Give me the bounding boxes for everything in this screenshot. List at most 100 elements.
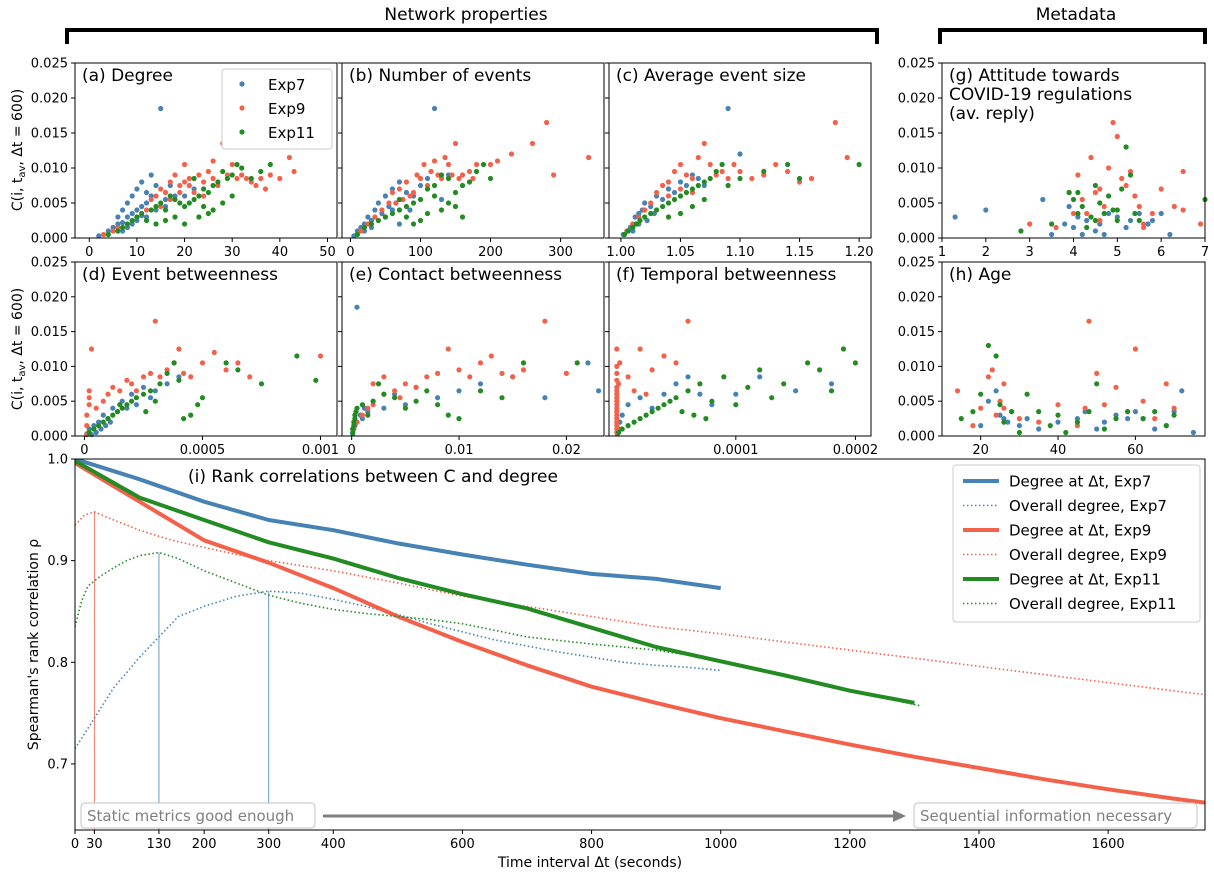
panel-frame — [74, 458, 1206, 831]
point — [701, 196, 707, 203]
point — [1075, 210, 1081, 217]
point — [1152, 426, 1158, 432]
point — [1024, 416, 1030, 422]
x-tick-label: 1.10 — [726, 245, 755, 260]
series-Exp11 — [1018, 144, 1208, 234]
point — [286, 154, 292, 161]
point — [625, 423, 631, 429]
point — [1001, 381, 1007, 387]
arrow-head — [893, 810, 906, 822]
point — [386, 200, 392, 206]
point — [403, 203, 409, 210]
point — [477, 381, 484, 387]
series-Exp11 — [958, 342, 1177, 436]
x-tick-label: 30 — [224, 245, 241, 260]
point — [124, 221, 130, 227]
point — [372, 207, 378, 213]
point — [983, 207, 989, 213]
point — [133, 388, 139, 394]
point — [152, 318, 158, 324]
point — [1145, 221, 1151, 227]
point — [196, 214, 202, 220]
point — [1075, 189, 1081, 196]
x-tick-label: 800 — [579, 837, 604, 852]
point — [459, 214, 466, 220]
point — [365, 405, 371, 411]
point — [191, 175, 197, 182]
point — [970, 423, 976, 429]
y-tick-label: 0.010 — [898, 360, 935, 375]
point — [100, 398, 106, 404]
series-Exp11 — [354, 161, 494, 238]
point — [466, 179, 473, 185]
point — [294, 353, 300, 359]
point — [164, 381, 170, 387]
point — [120, 207, 126, 213]
point — [631, 419, 637, 425]
point — [431, 158, 438, 164]
point — [637, 416, 643, 422]
point — [677, 193, 684, 199]
panel-d: 0.000 0.005 0.010 0.015 0.020 0.025 0 0.0005 0.0… — [31, 256, 339, 459]
point — [403, 179, 409, 185]
point — [210, 175, 216, 182]
point — [417, 175, 424, 182]
scatter-legend: Exp7 Exp9 Exp11 — [221, 68, 333, 150]
panel-g: 0.000 0.005 0.010 0.015 0.020 0.025 1 2 3 4 5 6 7 (g)… — [898, 57, 1209, 261]
point — [445, 346, 451, 352]
point — [417, 182, 424, 189]
point — [1036, 419, 1042, 425]
point — [642, 207, 648, 213]
point — [129, 391, 135, 397]
point — [182, 203, 188, 210]
point — [172, 172, 178, 178]
panel-b: 0 100 200 300 (b) Number of events — [338, 62, 605, 260]
point — [952, 214, 958, 220]
point — [1113, 416, 1119, 422]
point — [619, 412, 625, 418]
point — [1079, 203, 1085, 210]
point — [677, 161, 684, 168]
point — [614, 363, 620, 369]
point — [844, 154, 850, 161]
point — [1094, 370, 1100, 376]
panel-title: (d) Event betweenness — [82, 265, 278, 285]
point — [157, 374, 163, 380]
point — [473, 168, 480, 175]
point — [660, 196, 666, 203]
point — [417, 217, 424, 224]
point — [805, 360, 811, 366]
point — [1024, 391, 1030, 397]
panel-title: (g) Attitude towards — [949, 66, 1120, 86]
x-tick-label: 0 — [80, 443, 88, 458]
point — [140, 384, 147, 390]
point — [124, 200, 130, 206]
y-tick-label: 0.015 — [31, 325, 68, 340]
legend-label: Degree at Δt, Exp11 — [1009, 571, 1161, 589]
point — [234, 161, 240, 168]
point — [153, 182, 159, 189]
point — [110, 412, 116, 418]
point — [100, 419, 106, 425]
point — [147, 395, 154, 401]
x-tick-label: 40 — [272, 245, 289, 260]
point — [162, 217, 169, 224]
point — [435, 395, 441, 401]
point — [115, 228, 121, 234]
panel-frame — [74, 62, 338, 239]
point — [361, 224, 367, 231]
point — [428, 168, 434, 175]
point — [978, 405, 984, 411]
point — [1074, 419, 1080, 425]
series-Exp11 — [350, 360, 580, 436]
point — [677, 186, 684, 192]
x-tick-label: 30 — [86, 837, 103, 852]
panel-a: 0.000 0.005 0.010 0.015 0.020 0.025 0 10 20 30 40 5… — [31, 57, 338, 260]
annotation: Static metrics good enough Sequential inf… — [80, 802, 1198, 829]
point — [1171, 405, 1177, 411]
y-tick-label: 0.000 — [31, 232, 68, 247]
point — [148, 207, 154, 213]
series-Exp9 — [84, 318, 324, 438]
point — [828, 381, 835, 387]
point — [381, 374, 387, 380]
